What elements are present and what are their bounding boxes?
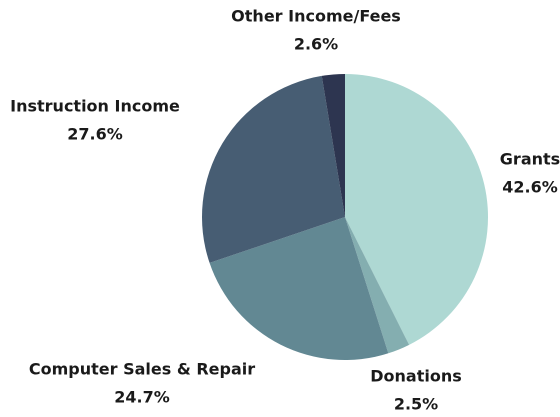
- slice-label: Grants: [500, 150, 560, 169]
- slice-value-label: 27.6%: [67, 125, 123, 144]
- slice-value-label: 42.6%: [502, 178, 558, 197]
- slice-label: Other Income/Fees: [231, 7, 401, 26]
- slice-value-label: 2.6%: [294, 35, 338, 54]
- pie-slice: [321, 74, 345, 217]
- slice-value-label: 24.7%: [114, 388, 170, 407]
- slice-label: Instruction Income: [10, 97, 180, 116]
- slice-label: Donations: [370, 367, 462, 386]
- pie-slice: [202, 75, 345, 263]
- pie-slice: [345, 217, 410, 354]
- slice-value-label: 2.5%: [394, 395, 438, 414]
- pie-slice: [209, 217, 389, 360]
- slice-label: Computer Sales & Repair: [29, 360, 255, 379]
- pie-slice: [345, 74, 489, 345]
